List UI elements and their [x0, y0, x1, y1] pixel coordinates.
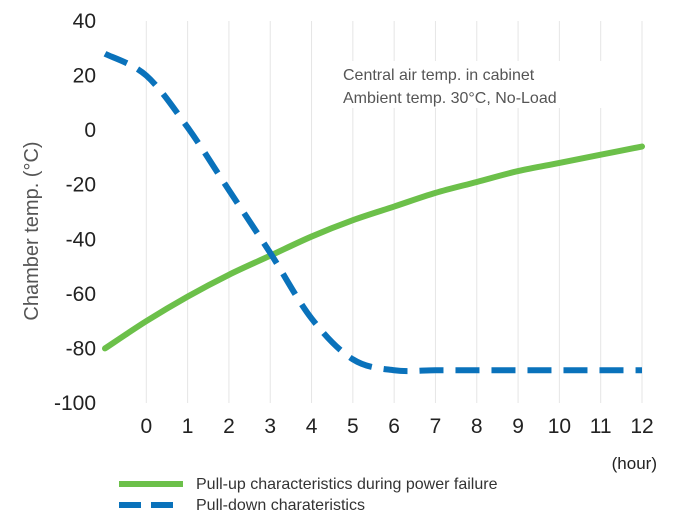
annotation-line-2: Ambient temp. 30°C, No-Load: [343, 90, 557, 107]
chart-legend: Pull-up characteristics during power fai…: [119, 476, 498, 514]
x-tick-label-0: 0: [140, 415, 152, 438]
x-tick-label-11: 11: [590, 415, 612, 438]
x-tick-label-9: 9: [512, 415, 524, 438]
x-tick-label-5: 5: [347, 415, 359, 438]
x-tick-label-3: 3: [264, 415, 276, 438]
x-tick-label-1: 1: [182, 415, 194, 438]
y-tick-label--40: -40: [66, 228, 96, 251]
y-tick-label--60: -60: [66, 283, 96, 306]
legend-label-pull-down: Pull-down charateristics: [196, 497, 365, 514]
series-line-pull-up: [105, 147, 642, 349]
y-tick-label-20: 20: [73, 65, 96, 88]
y-axis-title: Chamber temp. (°C): [21, 141, 43, 320]
x-tick-label-6: 6: [388, 415, 400, 438]
annotation-line-1: Central air temp. in cabinet: [343, 67, 535, 84]
x-tick-label-4: 4: [306, 415, 318, 438]
x-tick-label-12: 12: [630, 415, 653, 438]
y-tick-label-40: 40: [73, 10, 96, 33]
y-tick-label-0: 0: [84, 119, 96, 142]
x-tick-label-7: 7: [430, 415, 442, 438]
x-axis-unit: (hour): [612, 454, 657, 473]
x-tick-label-2: 2: [223, 415, 235, 438]
x-tick-label-10: 10: [548, 415, 571, 438]
y-tick-label--100: -100: [54, 392, 96, 415]
y-tick-label--20: -20: [66, 174, 96, 197]
y-tick-label--80: -80: [66, 337, 96, 360]
legend-label-pull-up: Pull-up characteristics during power fai…: [196, 476, 498, 493]
x-tick-label-8: 8: [471, 415, 483, 438]
